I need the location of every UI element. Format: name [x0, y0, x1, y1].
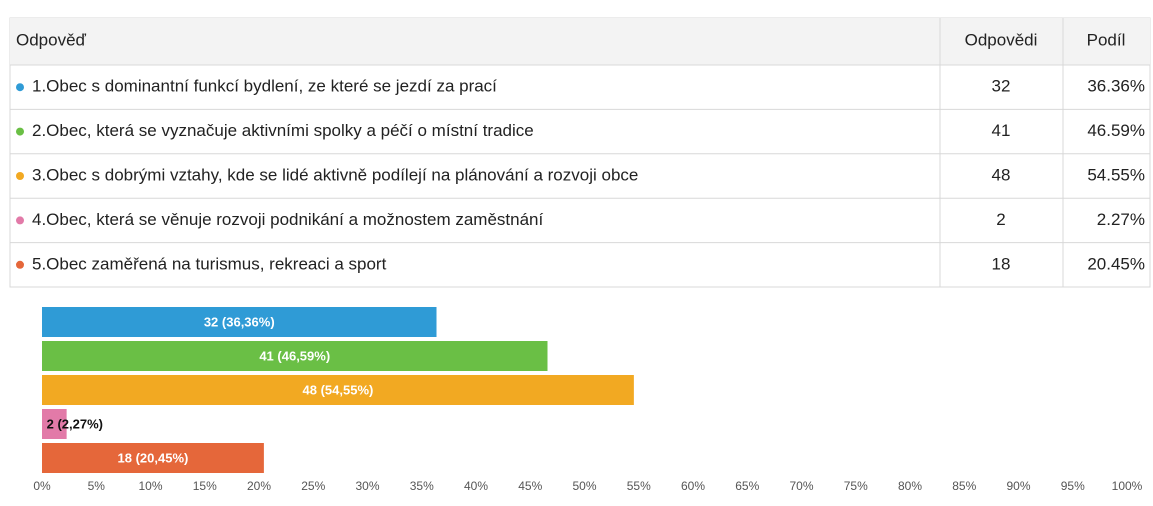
- bar: [42, 307, 437, 337]
- x-tick-label: 10%: [138, 479, 162, 493]
- value-label: 18 (20,45%): [118, 450, 189, 465]
- x-tick-label: 15%: [193, 479, 217, 493]
- x-tick-label: 25%: [301, 479, 325, 493]
- answer-cell: 2.Obec, která se vyznačuje aktivními spo…: [32, 121, 534, 140]
- bar: [42, 375, 634, 405]
- share-cell: 20.45%: [1087, 254, 1145, 273]
- x-tick-label: 40%: [464, 479, 488, 493]
- share-cell: 54.55%: [1087, 165, 1145, 184]
- bullet: [16, 172, 24, 180]
- x-tick-label: 45%: [518, 479, 542, 493]
- bullet: [16, 83, 24, 92]
- answer-cell: 4.Obec, která se věnuje rozvoji podnikán…: [32, 210, 543, 229]
- share-cell: 2.27%: [1097, 210, 1145, 229]
- value-label: 41 (46,59%): [259, 348, 330, 363]
- count-cell: 41: [992, 121, 1011, 140]
- x-tick-label: 60%: [681, 479, 705, 493]
- value-label: 2 (2,27%): [47, 416, 103, 431]
- x-tick-label: 75%: [844, 479, 868, 493]
- bullet: [16, 216, 24, 225]
- x-tick-label: 80%: [898, 479, 922, 493]
- bullet: [16, 260, 24, 269]
- share-cell: 36.36%: [1087, 77, 1145, 96]
- x-tick-label: 30%: [355, 479, 379, 493]
- count-cell: 2: [996, 210, 1005, 229]
- x-tick-label: 20%: [247, 479, 271, 493]
- count-cell: 48: [992, 165, 1011, 184]
- header-cell: Podíl: [1087, 30, 1126, 49]
- share-cell: 46.59%: [1087, 121, 1145, 140]
- bullet: [16, 127, 24, 136]
- x-tick-label: 85%: [952, 479, 976, 493]
- answer-cell: 3.Obec s dobrými vztahy, kde se lidé akt…: [32, 165, 638, 184]
- count-cell: 18: [992, 254, 1011, 273]
- value-label: 48 (54,55%): [303, 382, 374, 397]
- header-cell: Odpovědi: [965, 30, 1038, 49]
- bar: [42, 409, 67, 439]
- answer-cell: 5.Obec zaměřená na turismus, rekreaci a …: [32, 254, 387, 273]
- bar: [42, 443, 264, 473]
- x-tick-label: 55%: [627, 479, 651, 493]
- count-cell: 32: [992, 77, 1011, 96]
- x-tick-label: 35%: [410, 479, 434, 493]
- x-tick-label: 65%: [735, 479, 759, 493]
- answer-cell: 1.Obec s dominantní funkcí bydlení, ze k…: [32, 77, 497, 96]
- header-cell: Odpověď: [16, 30, 87, 49]
- value-label: 32 (36,36%): [204, 314, 275, 329]
- x-tick-label: 100%: [1112, 479, 1143, 493]
- x-tick-label: 0%: [33, 479, 51, 493]
- bar: [42, 341, 548, 371]
- x-tick-label: 90%: [1006, 479, 1030, 493]
- table-header-bg: [10, 18, 1150, 65]
- x-tick-label: 5%: [88, 479, 106, 493]
- x-tick-label: 50%: [572, 479, 596, 493]
- x-tick-label: 70%: [789, 479, 813, 493]
- x-tick-label: 95%: [1061, 479, 1085, 493]
